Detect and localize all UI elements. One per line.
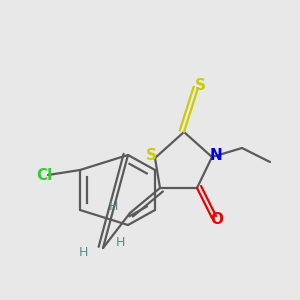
Text: N: N	[210, 148, 222, 163]
Text: H: H	[115, 236, 125, 250]
Text: Cl: Cl	[36, 167, 52, 182]
Text: S: S	[194, 79, 206, 94]
Text: S: S	[146, 148, 157, 163]
Text: O: O	[211, 212, 224, 227]
Text: H: H	[78, 247, 88, 260]
Text: H: H	[108, 200, 118, 212]
